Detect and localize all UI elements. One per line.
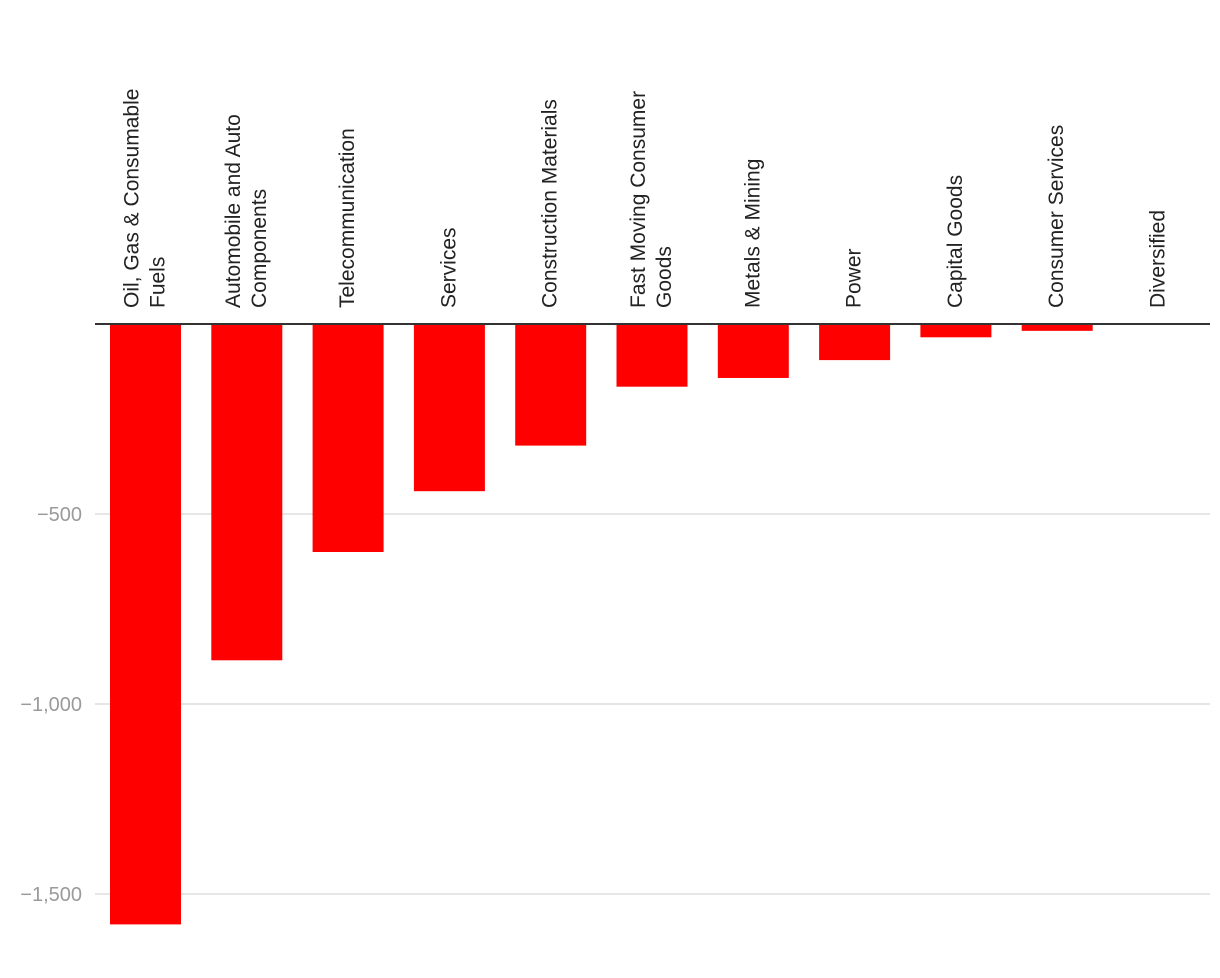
category-label-line: Services: [437, 227, 460, 308]
category-label: Consumer Services: [1045, 125, 1068, 308]
y-tick-label: −1,000: [20, 694, 82, 716]
category-label: Telecommunication: [336, 128, 359, 308]
bar: [312, 324, 384, 552]
bar: [515, 324, 587, 446]
category-label-line: Diversified: [1147, 210, 1170, 308]
y-axis-tick-labels: −500 −1,000 −1,500: [20, 504, 82, 906]
category-label-line: Telecommunication: [336, 128, 359, 308]
category-label: Metals & Mining: [741, 159, 764, 308]
category-labels: Oil, Gas & Consumable Fuels Automobile and…: [121, 89, 1170, 308]
category-label-line: Consumer Services: [1045, 125, 1068, 308]
category-label: Oil, Gas & Consumable Fuels: [121, 89, 170, 308]
category-label-line: Components: [248, 189, 271, 308]
bars: [110, 324, 1093, 925]
bar: [1021, 324, 1093, 331]
category-label-line: Metals & Mining: [741, 159, 764, 308]
y-tick-label: −1,500: [20, 884, 82, 906]
category-label-line: Fast Moving Consumer: [627, 91, 650, 308]
category-label-line: Power: [843, 248, 866, 308]
category-label: Automobile and Auto Components: [222, 114, 271, 308]
category-label-line: Capital Goods: [944, 175, 967, 308]
bar: [616, 324, 688, 387]
category-label: Fast Moving Consumer Goods: [627, 91, 676, 308]
y-tick-label: −500: [37, 504, 82, 526]
category-label: Power: [843, 248, 866, 308]
bar: [920, 324, 992, 338]
category-label-line: Automobile and Auto: [222, 114, 245, 308]
category-label: Capital Goods: [944, 175, 967, 308]
category-label: Construction Materials: [539, 99, 562, 308]
category-label-line: Construction Materials: [539, 99, 562, 308]
category-label: Services: [437, 227, 460, 308]
bar: [211, 324, 283, 661]
category-label-line: Fuels: [147, 257, 170, 308]
category-label: Diversified: [1147, 210, 1170, 308]
category-label-line: Oil, Gas & Consumable: [121, 89, 144, 308]
bar: [413, 324, 485, 492]
bar: [717, 324, 789, 378]
bar: [819, 324, 891, 361]
category-label-line: Goods: [653, 246, 676, 308]
bar: [110, 324, 181, 925]
